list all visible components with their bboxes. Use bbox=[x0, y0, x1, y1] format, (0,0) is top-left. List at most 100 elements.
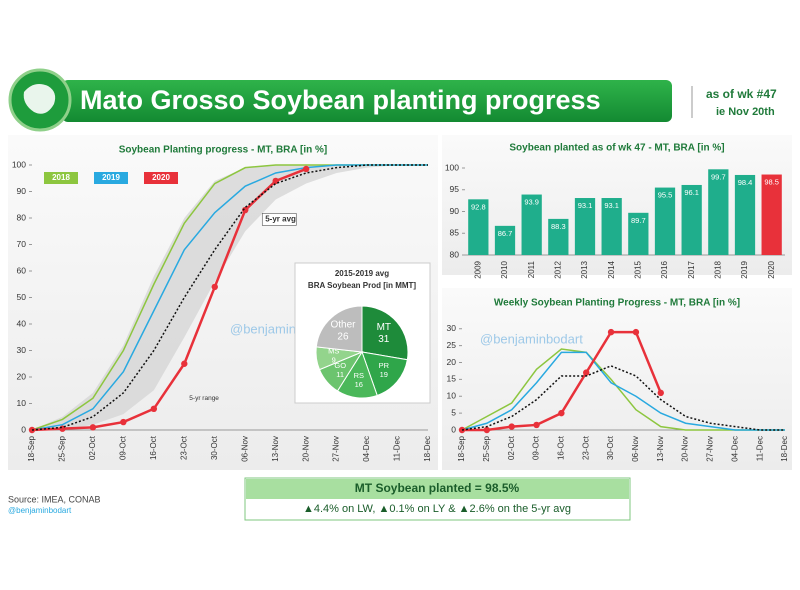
legend-swatch bbox=[44, 172, 78, 184]
value-label: 88.3 bbox=[551, 222, 566, 231]
x-tick-label: 25-Sep bbox=[482, 435, 491, 461]
bar bbox=[494, 225, 516, 255]
bar bbox=[574, 198, 596, 255]
y-tick-label: 90 bbox=[450, 206, 460, 216]
y-tick-label: 0 bbox=[451, 424, 456, 434]
y-tick-label: 15 bbox=[447, 374, 457, 384]
x-tick-label: 30-Oct bbox=[210, 435, 219, 460]
legend-label: 2020 bbox=[152, 173, 170, 182]
value-label: 96.1 bbox=[684, 188, 699, 197]
x-tick-label: 23-Oct bbox=[581, 435, 590, 460]
x-tick-label: 2009 bbox=[473, 260, 482, 278]
x-tick-label: 25-Sep bbox=[58, 435, 67, 461]
legend-label: 2018 bbox=[52, 173, 70, 182]
slice-value: 9 bbox=[332, 355, 336, 364]
bar bbox=[654, 187, 676, 255]
x-tick-label: 2013 bbox=[580, 260, 589, 278]
as-of-date: ie Nov 20th bbox=[716, 106, 775, 118]
series-line bbox=[461, 365, 785, 431]
annotation-box bbox=[261, 213, 297, 226]
y-tick-label: 70 bbox=[17, 239, 27, 249]
value-label: 95.5 bbox=[658, 191, 673, 200]
y-tick-label: 10 bbox=[17, 398, 27, 408]
slice-value: 11 bbox=[336, 370, 344, 379]
bar bbox=[601, 198, 622, 255]
watermark: @benjaminbodart bbox=[480, 331, 583, 346]
slice-name: RS bbox=[354, 371, 364, 380]
slice-value: 26 bbox=[337, 331, 349, 342]
x-tick-label: 2018 bbox=[713, 260, 722, 278]
pie-slice bbox=[361, 351, 408, 397]
x-tick-label: 04-Dec bbox=[362, 436, 371, 462]
y-tick-label: 80 bbox=[450, 249, 460, 259]
pie-subtitle: BRA Soybean Prod [in MMT] bbox=[308, 281, 416, 290]
point bbox=[558, 409, 565, 417]
x-tick-label: 11-Dec bbox=[755, 436, 764, 461]
point bbox=[583, 369, 590, 376]
x-tick-label: 2014 bbox=[607, 260, 616, 278]
x-tick-label: 02-Oct bbox=[507, 435, 516, 460]
slice-value: 19 bbox=[380, 370, 388, 379]
y-tick-label: 50 bbox=[17, 292, 27, 302]
source: Source: IMEA, CONAB bbox=[8, 494, 101, 504]
logo-map bbox=[23, 84, 56, 114]
y-tick-label: 100 bbox=[12, 159, 26, 169]
value-label: 93.9 bbox=[524, 198, 539, 207]
point bbox=[483, 426, 491, 434]
point bbox=[657, 389, 664, 397]
x-tick-label: 27-Nov bbox=[706, 436, 715, 462]
x-tick-label: 2010 bbox=[500, 260, 509, 278]
pie-slice bbox=[361, 305, 409, 361]
slice-name: MT bbox=[377, 322, 391, 333]
x-tick-label: 02-Oct bbox=[88, 435, 97, 460]
x-tick-label: 2019 bbox=[740, 260, 749, 278]
chart-title: Soybean planted as of wk 47 - MT, BRA [i… bbox=[509, 143, 724, 154]
point bbox=[632, 328, 640, 336]
x-tick-label: 06-Nov bbox=[631, 436, 640, 462]
point bbox=[302, 165, 310, 173]
slice-name: Other bbox=[330, 319, 356, 330]
panel bbox=[442, 288, 792, 470]
bar bbox=[734, 174, 756, 255]
bar bbox=[708, 169, 729, 255]
handle: @benjaminbodart bbox=[8, 506, 72, 515]
slice-name: MS bbox=[328, 346, 339, 355]
x-tick-label: 2015 bbox=[633, 260, 642, 278]
y-tick-label: 100 bbox=[445, 162, 459, 172]
point bbox=[150, 405, 158, 412]
value-label: 98.5 bbox=[764, 178, 779, 187]
y-tick-label: 5 bbox=[451, 407, 456, 417]
value-label: 86.7 bbox=[498, 229, 513, 238]
y-tick-label: 85 bbox=[450, 228, 460, 238]
pie-slice bbox=[315, 305, 363, 353]
summary-strip bbox=[246, 479, 629, 499]
title-banner bbox=[62, 80, 672, 122]
x-tick-label: 18-Sep bbox=[27, 435, 36, 461]
value-label: 93.1 bbox=[604, 201, 619, 210]
value-label: 99.7 bbox=[711, 172, 726, 181]
summary-detail: ▲4.4% on LW, ▲0.1% on LY & ▲2.6% on the … bbox=[303, 503, 571, 515]
series-line bbox=[31, 164, 428, 431]
legend-label: 2019 bbox=[102, 173, 120, 182]
y-tick-label: 20 bbox=[17, 371, 27, 381]
y-tick-label: 30 bbox=[17, 345, 27, 355]
x-tick-label: 09-Oct bbox=[118, 435, 127, 460]
x-tick-label: 13-Nov bbox=[656, 436, 665, 462]
slice-value: 31 bbox=[378, 334, 390, 345]
bar bbox=[681, 184, 702, 255]
page-title: Mato Grosso Soybean planting progress bbox=[80, 85, 601, 115]
bar bbox=[468, 199, 489, 255]
point bbox=[533, 421, 540, 429]
as-of: as of wk #47 bbox=[706, 87, 777, 101]
x-tick-label: 2012 bbox=[553, 260, 562, 278]
point bbox=[181, 360, 188, 367]
bar bbox=[548, 218, 569, 255]
x-tick-label: 30-Oct bbox=[606, 435, 615, 460]
x-tick-label: 2020 bbox=[767, 260, 776, 278]
x-tick-label: 09-Oct bbox=[532, 435, 541, 460]
y-tick-label: 60 bbox=[17, 265, 27, 275]
y-tick-label: 30 bbox=[447, 323, 457, 333]
series-line bbox=[31, 164, 428, 431]
legend-swatch bbox=[94, 172, 128, 184]
